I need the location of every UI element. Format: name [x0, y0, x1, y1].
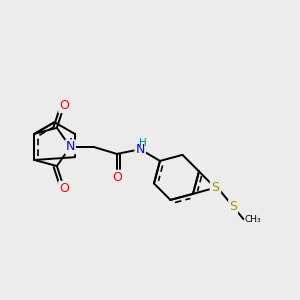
Text: O: O	[59, 182, 69, 195]
Text: N: N	[136, 143, 145, 156]
Text: O: O	[59, 99, 69, 112]
Text: S: S	[229, 200, 237, 213]
Text: H: H	[139, 138, 146, 148]
Text: N: N	[211, 181, 220, 194]
Text: CH₃: CH₃	[245, 215, 261, 224]
Text: S: S	[211, 182, 219, 194]
Text: N: N	[66, 140, 75, 153]
Text: O: O	[112, 171, 122, 184]
